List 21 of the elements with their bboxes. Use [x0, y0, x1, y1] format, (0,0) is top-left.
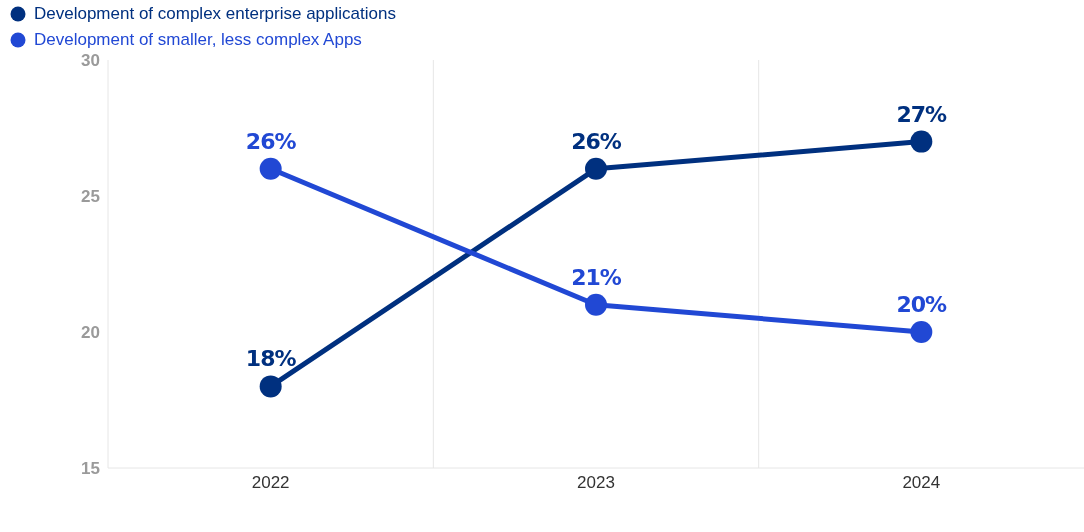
- data-label: 27%: [896, 101, 948, 127]
- point: [259, 157, 282, 180]
- point: [259, 375, 282, 398]
- y-tick-label: 20: [81, 323, 100, 343]
- data-label: 21%: [571, 264, 622, 290]
- y-tick-label: 30: [81, 51, 100, 71]
- point: [585, 293, 607, 316]
- data-label: 18%: [245, 346, 297, 372]
- x-tick-label: 2022: [251, 473, 290, 493]
- data-label: 26%: [571, 128, 622, 154]
- data-label: 20%: [896, 292, 948, 317]
- legend-label: Development of complex enterprise applications: [34, 4, 396, 24]
- x-tick-label: 2023: [577, 473, 615, 493]
- point: [585, 157, 607, 180]
- point: [910, 130, 933, 153]
- point: [910, 321, 933, 343]
- data-label: 26%: [245, 128, 297, 154]
- x-tick-label: 2024: [902, 473, 941, 493]
- y-tick-label: 25: [81, 187, 100, 207]
- legend-label: Development of smaller, less complex Apps: [34, 30, 362, 50]
- y-tick-label: 15: [81, 459, 100, 479]
